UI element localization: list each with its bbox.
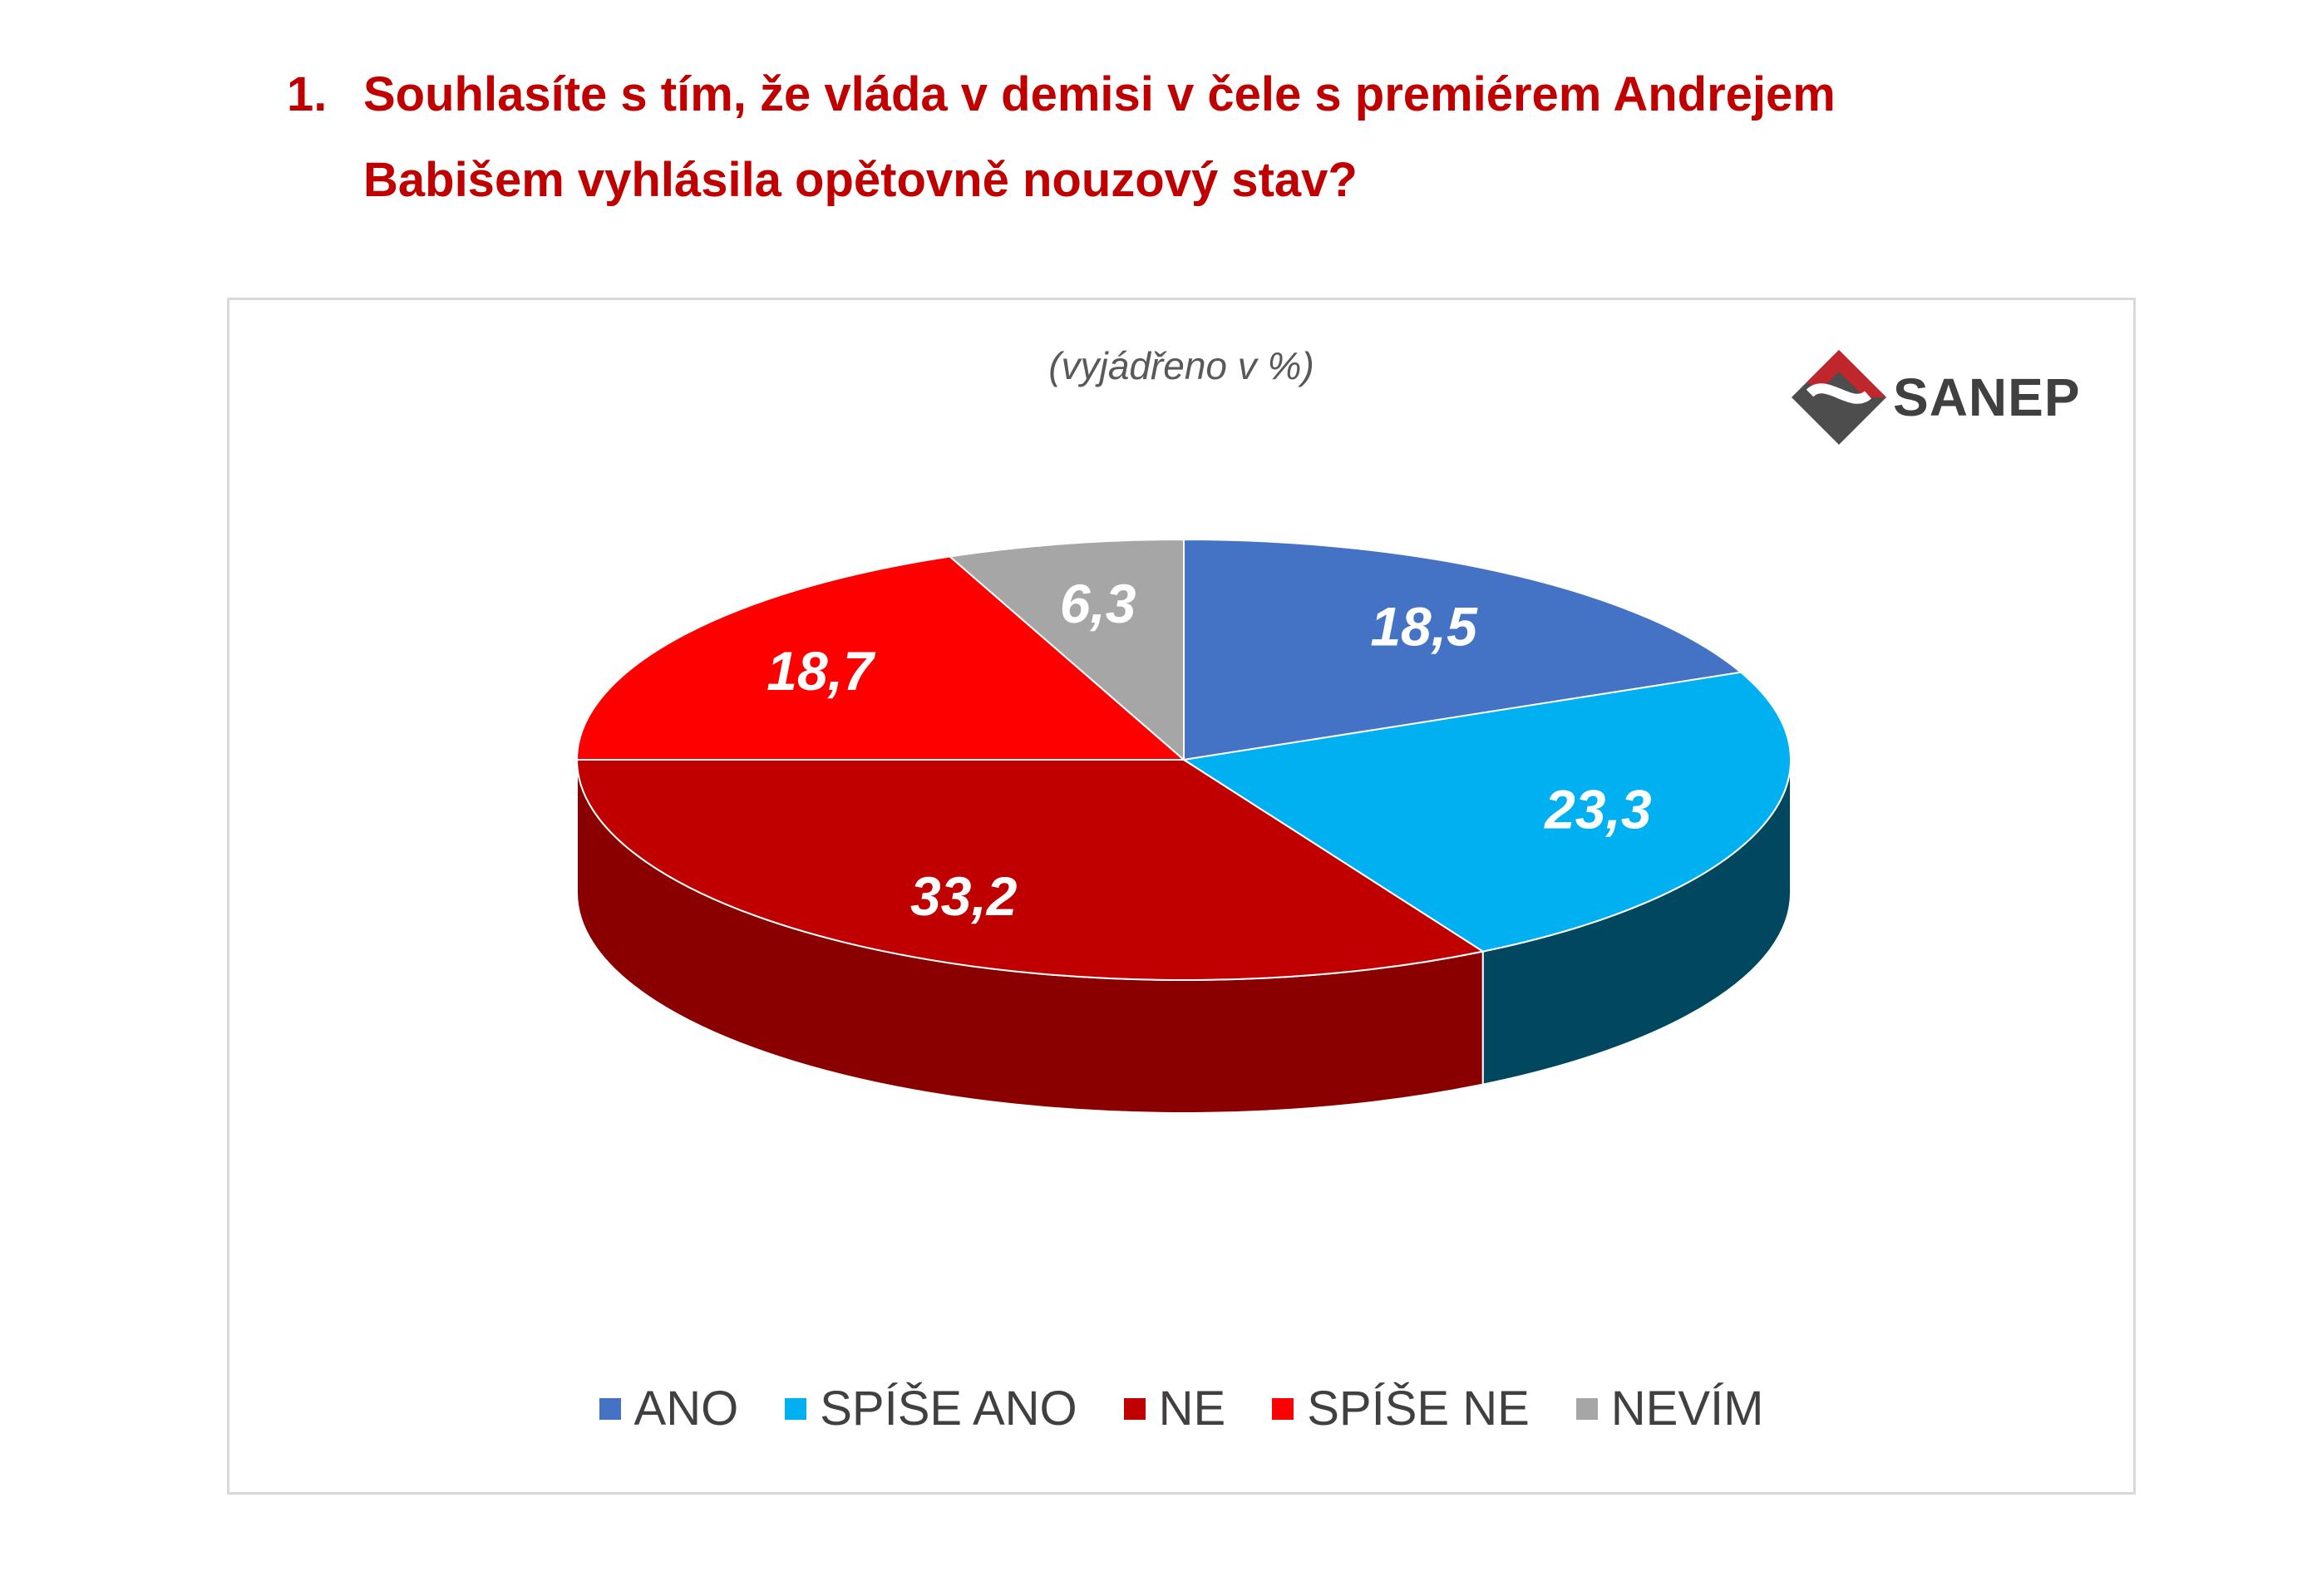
- legend-swatch: [785, 1397, 807, 1420]
- legend-item-ano: ANO: [599, 1381, 739, 1436]
- chart-legend: ANO SPÍŠE ANO NE SPÍŠE NE NEVÍM: [229, 1381, 2133, 1436]
- pie-slice-ne: [575, 759, 1486, 981]
- question-text-line-2: Babišem vyhlásila opětovně nouzový stav?: [363, 153, 1358, 207]
- legend-label: ANO: [633, 1382, 739, 1436]
- legend-item-nevím: NEVÍM: [1575, 1381, 1764, 1436]
- legend-item-ne: NE: [1123, 1381, 1226, 1436]
- pie-data-labels: 18,5 23,3 33,2 18,7 6,3: [766, 573, 1651, 927]
- data-label-ano: 18,5: [1370, 596, 1478, 658]
- question-number: 1.: [287, 67, 328, 121]
- chart-frame: (vyjádřeno v %) SANEP 18,5 23,3 33,2 18,7 6,…: [227, 298, 2136, 1495]
- chart-subtitle: (vyjádřeno v %): [1048, 344, 1314, 387]
- legend-item-spíše-ne: SPÍŠE NE: [1272, 1381, 1530, 1436]
- legend-label: SPÍŠE NE: [1307, 1382, 1530, 1436]
- legend-label: SPÍŠE ANO: [820, 1382, 1077, 1436]
- question-line-1: 1. Souhlasíte s tím, že vláda v demisi v …: [287, 52, 2033, 137]
- data-label-spíše-ne: 18,7: [766, 640, 876, 702]
- pie-slice-spíše-ano: [1181, 671, 1792, 953]
- pie-slice-ano: [1183, 538, 1743, 761]
- sanep-logo-icon: [1792, 350, 1886, 445]
- question-text-line-1: Souhlasíte s tím, že vláda v demisi v če…: [363, 67, 1836, 121]
- pie-top: [575, 538, 1792, 981]
- legend-swatch: [1123, 1397, 1146, 1420]
- legend-swatch: [1575, 1397, 1598, 1420]
- pie-slice-spíše-ne: [575, 555, 1186, 761]
- pie-chart: 18,5 23,3 33,2 18,7 6,3: [575, 538, 1792, 1114]
- sanep-logo: SANEP: [1785, 343, 2101, 451]
- pie-slice-nevím: [948, 538, 1185, 762]
- legend-label: NE: [1158, 1382, 1226, 1436]
- data-label-ne: 33,2: [910, 865, 1018, 927]
- legend-swatch: [599, 1397, 621, 1420]
- data-label-spíše-ano: 23,3: [1543, 779, 1651, 840]
- data-label-nevím: 6,3: [1060, 573, 1136, 634]
- question-title: 1. Souhlasíte s tím, že vláda v demisi v …: [287, 52, 2033, 223]
- legend-item-spíše-ano: SPÍŠE ANO: [785, 1381, 1077, 1436]
- legend-label: NEVÍM: [1610, 1382, 1764, 1436]
- sanep-logo-text: SANEP: [1893, 367, 2081, 427]
- legend-swatch: [1272, 1397, 1294, 1420]
